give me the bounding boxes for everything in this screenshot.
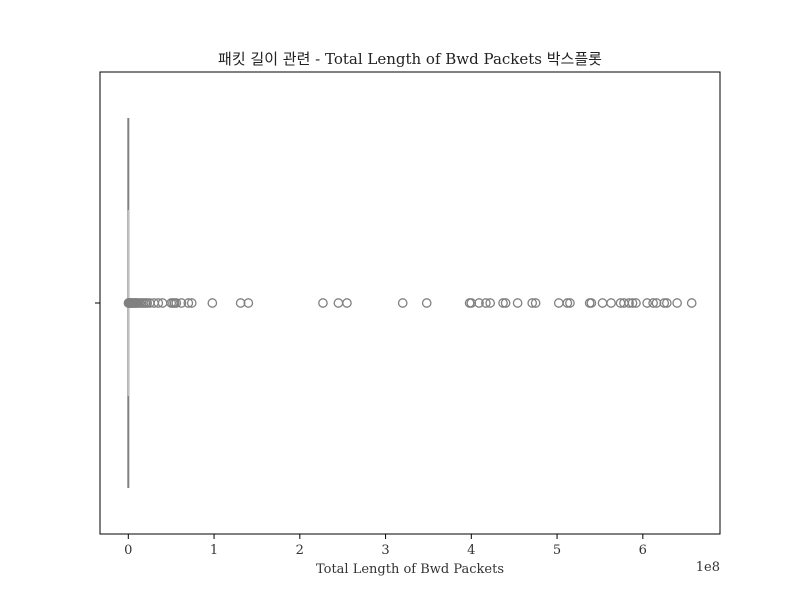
outlier-point: [565, 298, 575, 308]
outlier-point: [586, 298, 597, 308]
plot-area: [95, 71, 721, 535]
x-tick-label: 0: [124, 543, 132, 558]
outlier-point: [659, 298, 670, 308]
outlier-point: [235, 298, 246, 308]
outlier-point: [661, 298, 672, 308]
outlier-point: [627, 298, 638, 308]
outlier-point: [651, 298, 662, 308]
outlier-point: [397, 298, 408, 308]
x-tick-label: 5: [553, 543, 561, 558]
x-tick-label: 4: [467, 543, 475, 558]
outlier-point: [624, 298, 634, 308]
outlier-point: [186, 298, 197, 308]
outlier-point: [672, 298, 682, 308]
chart-title: 패킷 길이 관련 - Total Length of Bwd Packets 박…: [218, 50, 602, 68]
x-axis: 0 1 2 3 4 5 6: [124, 534, 647, 558]
outlier-point: [606, 298, 616, 308]
x-tick-label: 3: [381, 543, 389, 558]
outlier-point: [527, 298, 538, 308]
outlier-point: [474, 298, 484, 308]
outlier-point: [481, 298, 491, 308]
outlier-point: [183, 298, 194, 308]
outlier-point: [207, 298, 218, 308]
outlier-point: [466, 298, 477, 308]
outlier-point: [142, 298, 153, 308]
x-offset-label: 1e8: [696, 560, 720, 575]
outlier-point: [530, 298, 541, 308]
outlier-point: [342, 298, 352, 308]
outlier-point: [631, 298, 641, 308]
outliers-group: [123, 298, 697, 308]
outlier-point: [153, 298, 164, 308]
outlier-point: [485, 298, 496, 308]
outlier-point: [500, 298, 511, 308]
outlier-point: [176, 298, 187, 308]
x-tick-label: 6: [639, 543, 647, 558]
outlier-point: [562, 298, 573, 308]
outlier-point: [512, 298, 523, 308]
outlier-point: [642, 298, 652, 308]
outlier-point: [648, 298, 658, 308]
x-axis-label: Total Length of Bwd Packets: [316, 562, 504, 577]
outlier-point: [243, 298, 254, 308]
outlier-point: [318, 298, 328, 308]
outlier-point: [421, 298, 432, 308]
x-tick-label: 1: [210, 543, 218, 558]
x-tick-label: 2: [296, 543, 304, 558]
outlier-point: [498, 298, 508, 308]
outlier-point: [686, 298, 697, 308]
outlier-point: [171, 298, 182, 308]
